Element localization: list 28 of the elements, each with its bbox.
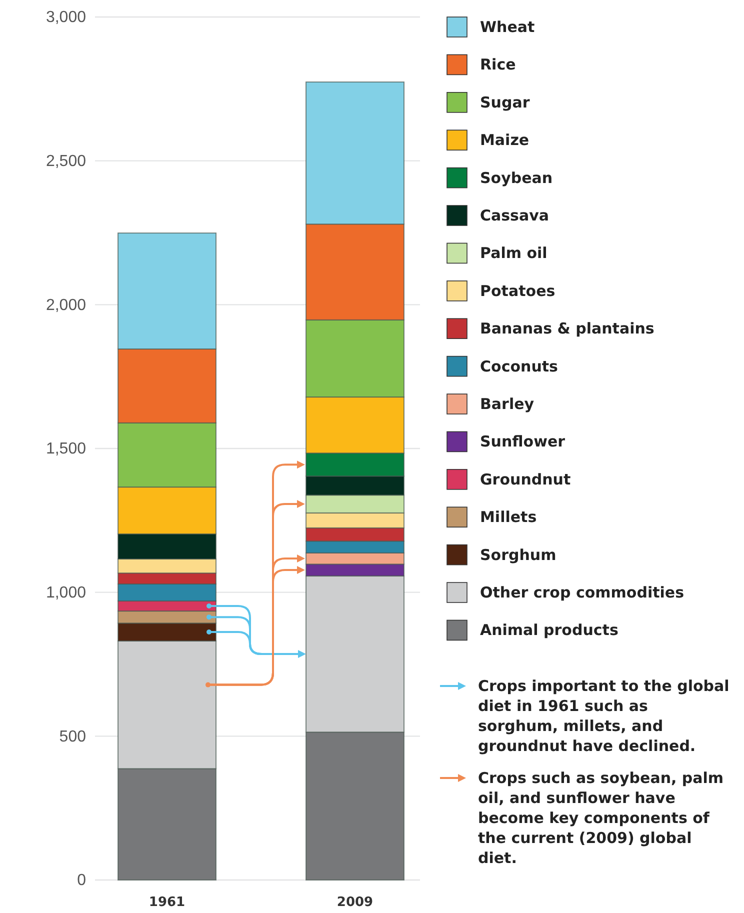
- legend-label: Other crop commodities: [480, 584, 684, 602]
- x-tick-label: 2009: [336, 895, 374, 910]
- legend-label: Potatoes: [480, 282, 556, 300]
- legend-label: Barley: [480, 395, 534, 413]
- y-tick-label: 1,000: [46, 584, 86, 602]
- y-tick-label: 0: [77, 872, 86, 890]
- legend-label: Sunflower: [480, 432, 566, 451]
- legend-label: Soybean: [480, 168, 553, 187]
- legend-label: Maize: [480, 131, 530, 150]
- legend-label: Sorghum: [480, 546, 556, 564]
- y-tick-label: 3,000: [46, 9, 86, 26]
- text: Crops such as soybean, palm oil, and sunflower have become key components of the current (2009) global diet.: [478, 769, 724, 867]
- legend-label: Animal products: [480, 621, 618, 640]
- y-tick-label: 2,500: [46, 152, 86, 170]
- x-tick-label: 1961: [148, 895, 186, 910]
- y-tick-label: 1,500: [46, 440, 86, 458]
- legend-label: Cassava: [480, 206, 550, 224]
- legend-label: Wheat: [480, 18, 535, 36]
- legend-label: Groundnut: [480, 470, 571, 488]
- legend-label: Sugar: [480, 93, 530, 112]
- legend-label: Rice: [480, 56, 516, 74]
- legend-label: Bananas & plantains: [480, 320, 654, 338]
- text: Crops important to the global diet in 1961 such as sorghum, millets, and groundnut have declined.: [478, 677, 730, 755]
- legend-label: Coconuts: [480, 357, 558, 376]
- legend-label: Palm oil: [480, 244, 548, 262]
- legend-label: Millets: [480, 508, 537, 526]
- y-tick-label: 500: [59, 728, 86, 746]
- y-tick-label: 2,000: [46, 296, 86, 314]
